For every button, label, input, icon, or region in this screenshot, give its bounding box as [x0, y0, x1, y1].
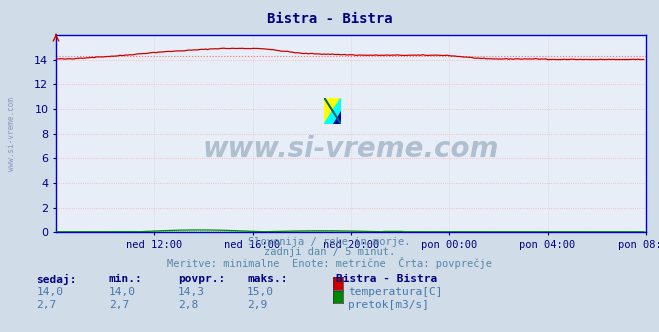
Text: 14,0: 14,0: [109, 287, 136, 297]
Text: Meritve: minimalne  Enote: metrične  Črta: povprečje: Meritve: minimalne Enote: metrične Črta:…: [167, 257, 492, 269]
Text: sedaj:: sedaj:: [36, 274, 76, 285]
Text: povpr.:: povpr.:: [178, 274, 225, 284]
Text: pretok[m3/s]: pretok[m3/s]: [348, 300, 429, 310]
Text: 2,8: 2,8: [178, 300, 198, 310]
Text: min.:: min.:: [109, 274, 142, 284]
Text: 14,0: 14,0: [36, 287, 63, 297]
Text: 2,7: 2,7: [109, 300, 129, 310]
Text: 2,9: 2,9: [247, 300, 268, 310]
Text: zadnji dan / 5 minut.: zadnji dan / 5 minut.: [264, 247, 395, 257]
Text: www.si-vreme.com: www.si-vreme.com: [7, 97, 16, 171]
Text: 14,3: 14,3: [178, 287, 205, 297]
Text: Bistra - Bistra: Bistra - Bistra: [267, 12, 392, 26]
Text: 15,0: 15,0: [247, 287, 274, 297]
Text: 2,7: 2,7: [36, 300, 57, 310]
Text: Bistra - Bistra: Bistra - Bistra: [336, 274, 438, 284]
Text: www.si-vreme.com: www.si-vreme.com: [203, 135, 499, 163]
Text: temperatura[C]: temperatura[C]: [348, 287, 442, 297]
Text: Slovenija / reke in morje.: Slovenija / reke in morje.: [248, 237, 411, 247]
Text: maks.:: maks.:: [247, 274, 287, 284]
